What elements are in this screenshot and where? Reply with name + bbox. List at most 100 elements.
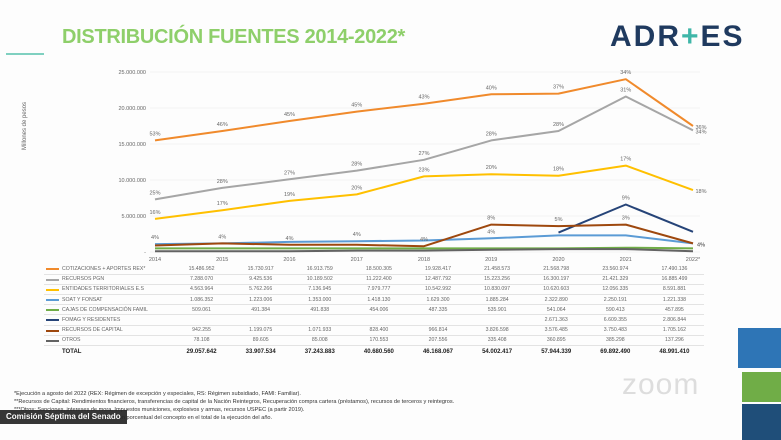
table-cell: 385.298	[585, 335, 645, 347]
footnote-line: **Recursos de Capital: Rendimientos fina…	[14, 399, 455, 405]
table-cell: 535.901	[467, 304, 527, 316]
table-cell: 15.486.952	[172, 264, 232, 275]
total-cell: 69.892.490	[600, 348, 631, 355]
table-cell: 541.064	[526, 304, 586, 316]
x-tick-label: 2014	[149, 257, 161, 263]
table-cell: 10.830.097	[467, 284, 527, 296]
legend-swatch	[46, 288, 59, 291]
data-label: 9%	[622, 195, 630, 201]
table-cell: 5.762.266	[231, 284, 291, 296]
table-cell: 3.826.598	[467, 325, 527, 336]
table-cell: 457.895	[644, 304, 704, 316]
table-cell: 6.609.355	[585, 314, 645, 326]
legend-swatch	[46, 299, 59, 302]
data-label: 16%	[149, 210, 160, 216]
total-cell: 37.243.883	[304, 348, 335, 355]
footnotes: *Ejecución a agosto del 2022 (REX: Régim…	[14, 390, 714, 422]
table-cell: 1.353.000	[290, 294, 350, 306]
table-cell: 19.928.417	[408, 264, 468, 275]
table-cell	[290, 314, 350, 326]
y-tick-label: -	[144, 250, 146, 256]
data-label: 34%	[620, 70, 631, 76]
row-label: OTROS	[44, 335, 172, 347]
table-cell: 89.605	[231, 335, 291, 347]
zoom-watermark: zoom	[622, 368, 700, 401]
table-cell: 1.418.130	[349, 294, 409, 306]
table-cell: 3.576.485	[526, 325, 586, 336]
data-label: 17%	[620, 157, 631, 163]
table-row: FOMAG Y RESIDENTES 2.671.363 6.609.355 2.80…	[44, 314, 704, 326]
data-label: 18%	[553, 167, 564, 173]
table-cell: 487.335	[408, 304, 468, 316]
data-label: 53%	[149, 131, 160, 137]
legend-swatch	[46, 278, 59, 281]
table-cell: 1.086.352	[172, 294, 232, 306]
data-label: 23%	[418, 167, 429, 173]
y-tick-label: 5.000.000	[122, 214, 146, 220]
x-tick-label: 2019	[485, 257, 497, 263]
y-tick-label: 20.000.000	[118, 106, 146, 112]
table-cell: 207.556	[408, 335, 468, 347]
table-cell: 2.671.363	[526, 314, 586, 326]
table-cell: 828.400	[349, 325, 409, 336]
adres-logo: ADR+ES	[610, 20, 745, 53]
table-row: SOAT Y FONSAT 1.086.352 1.223.006 1.353.000…	[44, 294, 704, 306]
series-line	[155, 246, 694, 250]
footnote-line: *Ejecución a agosto del 2022 (REX: Régim…	[14, 391, 301, 397]
row-label: COTIZACIONES + APORTES REX*	[44, 264, 172, 275]
data-label: 28%	[553, 122, 564, 128]
total-cell: 48.991.410	[659, 348, 690, 355]
total-row: TOTAL 29.057.642 33.907.534 37.243.883 40.68…	[44, 346, 704, 358]
y-tick-label: 25.000.000	[118, 70, 146, 76]
table-cell: 2.322.890	[526, 294, 586, 306]
table-cell: 2.806.844	[644, 314, 704, 326]
table-cell: 335.408	[467, 335, 527, 347]
table-cell: 10.542.992	[408, 284, 468, 296]
table-cell: 137.296	[644, 335, 704, 347]
series-line	[154, 78, 694, 142]
data-label: 4%	[286, 236, 294, 242]
row-label: RECURSOS DE CAPITAL	[44, 325, 172, 336]
data-label: 25%	[149, 190, 160, 196]
table-cell: 1.705.162	[644, 325, 704, 336]
table-cell: 10.189.502	[290, 274, 350, 285]
legend-swatch	[46, 339, 59, 342]
table-cell: 1.199.075	[231, 325, 291, 336]
series-line	[154, 95, 694, 201]
data-label: 28%	[351, 162, 362, 168]
data-label: 17%	[217, 201, 228, 207]
x-tick-label: 2018	[418, 257, 430, 263]
data-label: 5%	[555, 217, 563, 223]
table-cell: 21.458.573	[467, 264, 527, 275]
data-label: 36%	[695, 125, 706, 131]
data-label: 4%	[487, 229, 495, 235]
table-cell: 23.560.974	[585, 264, 645, 275]
series-line	[154, 223, 694, 248]
table-row: RECURSOS DE CAPITAL 942.255 1.199.075 1.071…	[44, 325, 704, 336]
table-cell: 12.056.335	[585, 284, 645, 296]
data-label: 18%	[695, 189, 706, 195]
table-cell: 7.136.945	[290, 284, 350, 296]
title-accent-line	[6, 53, 44, 55]
table-cell: 1.071.933	[290, 325, 350, 336]
table-cell: 15.730.917	[231, 264, 291, 275]
data-label: 4%	[151, 235, 159, 241]
y-tick-label: 10.000.000	[118, 178, 146, 184]
data-label: 4%	[353, 232, 361, 238]
table-cell: 7.979.777	[349, 284, 409, 296]
table-cell: 17.490.136	[644, 264, 704, 275]
row-label: CAJAS DE COMPENSACIÓN FAMIL	[44, 304, 172, 316]
table-cell: 4.563.964	[172, 284, 232, 296]
table-cell: 11.222.400	[349, 274, 409, 285]
total-cell: 57.944.339	[541, 348, 572, 355]
table-cell: 85.008	[290, 335, 350, 347]
legend-swatch	[46, 268, 59, 270]
x-tick-label: 2015	[216, 257, 228, 263]
table-cell: 16.913.759	[290, 264, 350, 275]
data-label: 20%	[351, 185, 362, 191]
table-cell: 1.885.284	[467, 294, 527, 306]
table-row: COTIZACIONES + APORTES REX* 15.486.952 15.…	[44, 264, 704, 275]
table-row: CAJAS DE COMPENSACIÓN FAMIL 509.061 491.38…	[44, 304, 704, 316]
total-label: TOTAL	[62, 348, 82, 355]
